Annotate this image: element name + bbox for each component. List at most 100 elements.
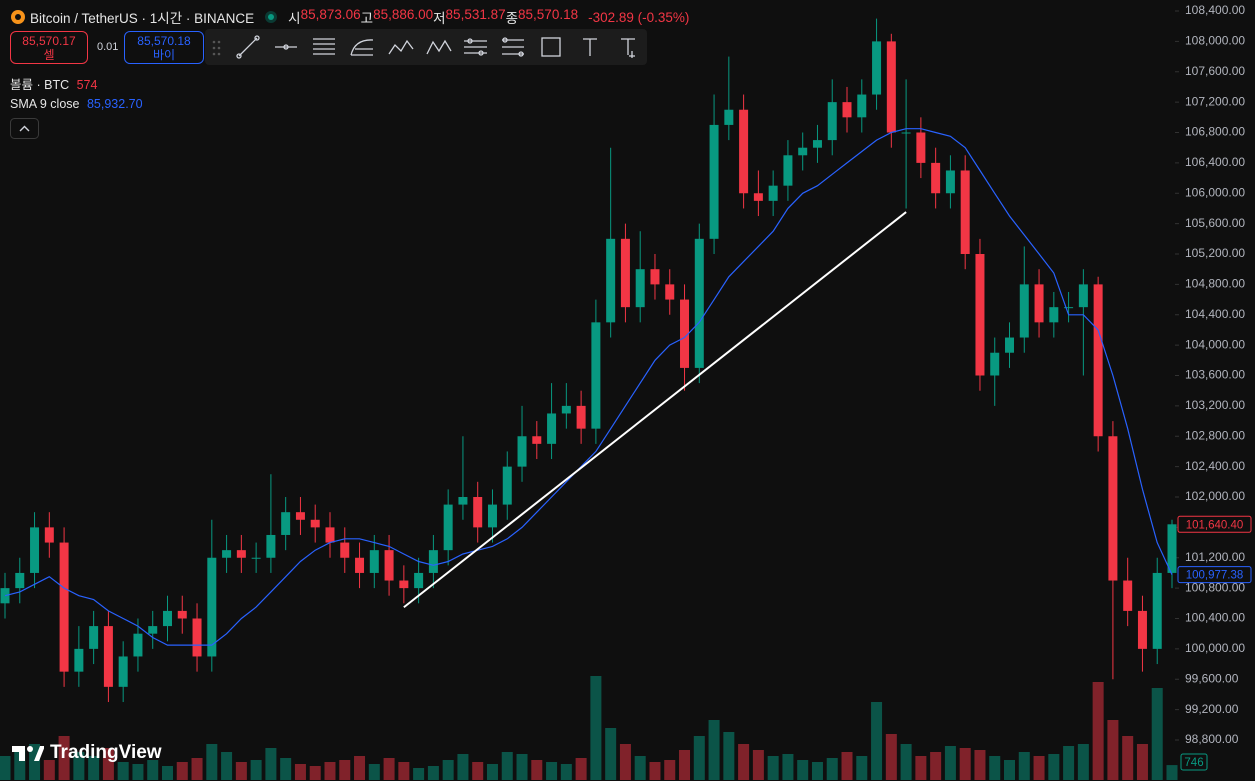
ohlc-value: 85,886.00 (373, 7, 434, 22)
candle-body (620, 238, 630, 308)
y-tick-label: 100,800.00 (1185, 580, 1245, 594)
y-tick-label: 102,400.00 (1185, 459, 1245, 473)
candle-body (1019, 284, 1029, 338)
volume-bar (782, 754, 794, 780)
y-tick-label: 106,000.00 (1185, 185, 1245, 199)
sma-value: 85,932.70 (86, 97, 143, 111)
tool-pattern[interactable] (388, 39, 414, 55)
volume-bar (679, 750, 691, 780)
volume-bar (1092, 682, 1104, 780)
price-label-box (1177, 566, 1252, 584)
status-dot (265, 11, 278, 23)
candle-body (74, 648, 84, 672)
volume-bar (974, 750, 986, 780)
drawing-toolbar (205, 29, 647, 65)
y-tick-label: 104,400.00 (1185, 307, 1245, 321)
volume-bar (915, 756, 927, 780)
symbol-title[interactable]: Bitcoin / TetherUS · 1시간 · BINANCE (30, 11, 255, 26)
volume-bar (634, 756, 646, 780)
candle-body (414, 572, 424, 589)
volume-bar (280, 758, 292, 780)
candle-body (753, 193, 763, 201)
header: Bitcoin / TetherUS · 1시간 · BINANCE 시 85,8… (10, 7, 689, 27)
buy-button[interactable]: 85,570.18 바이 (124, 31, 204, 64)
sell-button[interactable]: 85,570.17 셀 (10, 31, 88, 64)
collapse-button[interactable] (10, 118, 39, 139)
volume-bar (590, 676, 602, 780)
volume-bar (368, 764, 380, 780)
candle-body (192, 618, 202, 657)
candle-body (399, 580, 409, 589)
volume-bar (738, 744, 750, 780)
sell-label: 셀 (43, 48, 55, 62)
trendline (403, 211, 907, 609)
volume-bar (309, 766, 321, 780)
candle-body (207, 557, 217, 657)
y-tick-label: 106,400.00 (1185, 155, 1245, 169)
volume-bar (959, 748, 971, 780)
tool-abcd[interactable] (426, 39, 452, 55)
volume-bar (752, 750, 764, 780)
candle-body (310, 519, 320, 528)
volume-bar (516, 754, 528, 780)
candle-body (384, 550, 394, 581)
candle-body (812, 140, 822, 148)
volume-bar (43, 760, 55, 780)
volume-bar (1048, 754, 1060, 780)
y-tick-label: 104,000.00 (1185, 337, 1245, 351)
volume-bar (1136, 744, 1148, 780)
candle-body (798, 147, 808, 156)
ohlc-value: 85,531.87 (445, 7, 506, 22)
price-label: 101,640.40 (1186, 519, 1244, 531)
volume-bar (531, 760, 543, 780)
logo-icon (12, 746, 44, 761)
candle-body (532, 436, 542, 444)
volume-bar (693, 736, 705, 780)
tool-gann[interactable] (502, 37, 524, 57)
candle-body (133, 633, 143, 657)
candle-body (222, 550, 232, 558)
volume-bar (161, 766, 173, 780)
candle-body (30, 527, 40, 573)
volume-bar (546, 762, 558, 780)
candle-body (281, 512, 291, 535)
volume-value: 574 (76, 78, 98, 92)
candle-body (694, 238, 704, 368)
candle-body (15, 572, 25, 589)
volume-bar (132, 764, 144, 780)
volume-bar (147, 760, 159, 780)
volume-bar (383, 758, 395, 780)
candle-body (857, 94, 867, 118)
volume-bar (191, 758, 203, 780)
y-tick-label: 99,600.00 (1185, 671, 1239, 685)
volume-bar (619, 744, 631, 780)
ohlc-label: 저 (433, 11, 446, 26)
tool-channel[interactable] (313, 38, 335, 55)
candle-body (768, 185, 778, 201)
candle-body (443, 504, 453, 551)
tool-text[interactable] (583, 38, 597, 56)
candle-body (295, 512, 305, 520)
volume-bar (1077, 744, 1089, 780)
volume-bar (88, 756, 100, 780)
tool-anchor-text[interactable] (621, 38, 635, 58)
tool-fib[interactable] (350, 39, 374, 56)
candle-body (635, 269, 645, 308)
tool-rect[interactable] (541, 37, 561, 57)
ohlc-label: 고 (360, 11, 374, 26)
volume-bar (324, 762, 336, 780)
tool-hline[interactable] (275, 44, 297, 50)
volume-bar (575, 758, 587, 780)
candle-body (103, 626, 113, 687)
volume-legend: 볼륨 · BTC 574 (10, 74, 97, 93)
price-label-box (1177, 515, 1252, 533)
candle-body (960, 170, 970, 255)
ohlc-label: 시 (288, 11, 301, 26)
candle-body (842, 102, 852, 118)
y-tick-label: 102,000.00 (1185, 489, 1245, 503)
tool-range[interactable] (464, 38, 487, 56)
tool-trendline[interactable] (236, 35, 260, 59)
sma-legend: SMA 9 close 85,932.70 (10, 97, 143, 111)
y-tick-label: 100,400.00 (1185, 611, 1245, 625)
